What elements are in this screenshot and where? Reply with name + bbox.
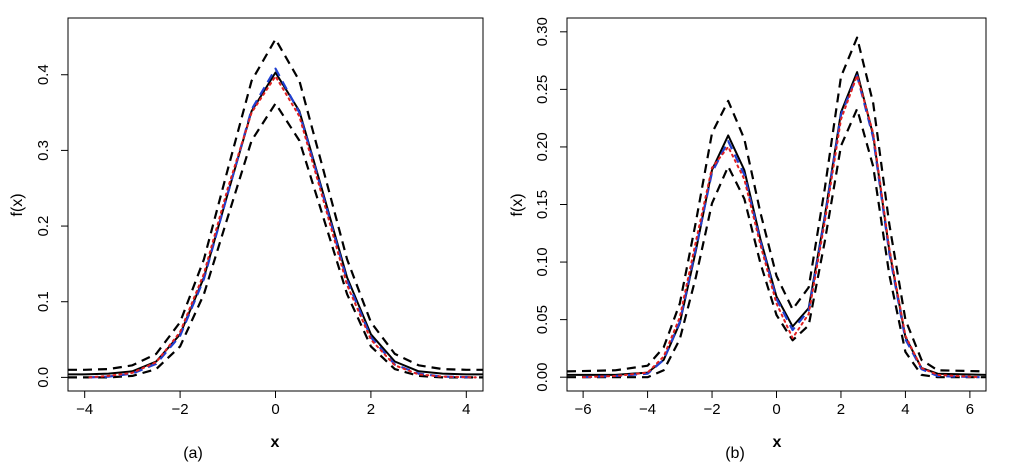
y-tick-label: 0.15 — [534, 190, 551, 219]
series-line-dotted-4 — [88, 75, 477, 379]
series-layer — [68, 38, 483, 379]
x-axis-label: x — [773, 434, 782, 451]
chart-panel-b: −6 −4 −2 0 2 4 6 0.000.050.100.150.200.250.30 … — [509, 17, 987, 462]
series-line-dashed-3 — [583, 74, 980, 379]
x-axis-ticks: −4 −2 0 2 4 — [76, 391, 470, 418]
y-tick-label: 0.20 — [534, 132, 551, 161]
panel-label: (a) — [183, 445, 203, 462]
series-line-dashed-2 — [567, 107, 986, 379]
y-tick-label: 0.10 — [534, 247, 551, 276]
series-line-dashed-3 — [89, 67, 476, 379]
x-tick-label: −2 — [172, 401, 189, 418]
y-tick-label: 0.30 — [534, 17, 551, 46]
chart-panel-a: −4 −2 0 2 4 0.0 0.1 0.2 0.3 0.4 x f(x) (a) — [9, 17, 484, 462]
x-tick-label: 4 — [462, 401, 470, 418]
x-tick-label: −4 — [639, 401, 656, 418]
y-tick-label: 0.0 — [35, 367, 52, 388]
y-axis-ticks: 0.00 0.05 0.10 0.15 0.20 0.25 0.30 — [534, 17, 567, 392]
y-axis-label: f(x) — [9, 193, 26, 216]
panel-label: (b) — [725, 445, 745, 462]
y-tick-label: 0.3 — [35, 140, 52, 161]
x-tick-label: −4 — [76, 401, 93, 418]
plot-frame — [566, 17, 987, 392]
series-line-solid-0 — [68, 71, 483, 376]
y-tick-label: 0.25 — [534, 75, 551, 104]
x-axis-label: x — [271, 434, 280, 451]
series-line-dotted-4 — [582, 74, 981, 379]
series-line-solid-0 — [567, 71, 987, 376]
y-axis-ticks: 0.0 0.1 0.2 0.3 0.4 — [35, 64, 68, 388]
x-axis-ticks: −6 −4 −2 0 2 4 6 — [575, 391, 974, 418]
x-tick-label: 2 — [837, 401, 845, 418]
x-tick-label: 6 — [966, 401, 974, 418]
x-tick-label: −2 — [703, 401, 720, 418]
y-tick-label: 0.2 — [35, 216, 52, 237]
x-tick-label: 4 — [901, 401, 909, 418]
x-tick-label: −6 — [575, 401, 592, 418]
y-tick-label: 0.05 — [534, 305, 551, 334]
y-axis-label: f(x) — [509, 193, 526, 216]
series-layer — [566, 36, 987, 379]
y-tick-label: 0.1 — [35, 291, 52, 312]
series-line-dashed-1 — [68, 38, 483, 371]
y-tick-label: 0.4 — [35, 64, 52, 85]
series-line-dashed-1 — [566, 36, 987, 373]
x-tick-label: 0 — [271, 401, 279, 418]
x-tick-label: 0 — [772, 401, 780, 418]
y-tick-label: 0.00 — [534, 363, 551, 392]
x-tick-label: 2 — [367, 401, 375, 418]
series-line-dashed-2 — [68, 102, 483, 379]
